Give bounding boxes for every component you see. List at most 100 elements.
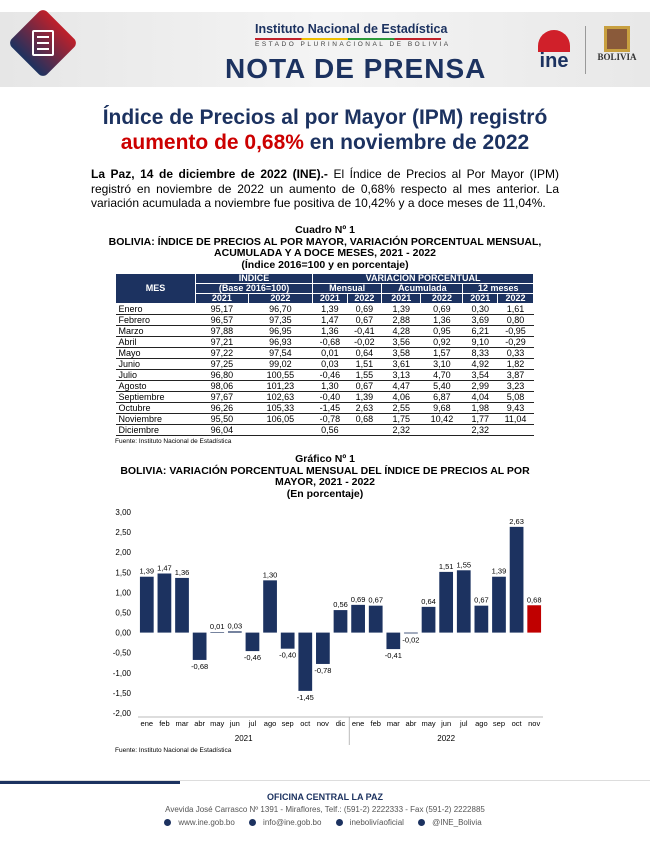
data-label: 0,67	[368, 596, 383, 605]
email-link[interactable]: info@ine.gob.bo	[249, 818, 325, 827]
facebook-icon	[335, 819, 343, 826]
value-cell: 0,68	[347, 413, 382, 425]
lead-paragraph: La Paz, 14 de diciembre de 2022 (INE).- …	[91, 167, 560, 210]
twitter-link[interactable]: @INE_Bolivia	[418, 818, 485, 827]
value-cell: 1,77	[462, 413, 498, 425]
value-cell: 1,82	[497, 358, 534, 370]
banner-title: NOTA DE PRENSA	[225, 53, 487, 84]
value-cell: 1,39	[312, 303, 348, 315]
value-cell: 97,67	[195, 391, 249, 403]
institute-subtitle: ESTADO PLURINACIONAL DE BOLIVIA	[255, 41, 451, 48]
value-cell: 1,57	[420, 347, 463, 359]
year-header: 2022	[247, 293, 314, 304]
value-cell: 2,63	[347, 402, 382, 414]
table-source: Fuente: Instituto Nacional de Estadístic…	[115, 438, 232, 445]
footer-divider	[0, 780, 650, 781]
data-label: 0,03	[228, 621, 243, 630]
value-cell: 96,93	[248, 336, 313, 348]
month-cell: Junio	[115, 358, 196, 370]
value-cell	[347, 424, 382, 436]
data-label: -0,46	[244, 653, 261, 662]
y-tick-label: 2,00	[115, 548, 131, 557]
y-tick-label: 2,50	[115, 528, 131, 537]
value-cell: 2,32	[381, 424, 421, 436]
month-cell: Julio	[115, 369, 196, 381]
table-title: Cuadro Nº 1 BOLIVIA: ÍNDICE DE PRECIOS AL…	[108, 224, 542, 271]
chart-source: Fuente: Instituto Nacional de Estadístic…	[115, 747, 232, 754]
table-row: Abril 97,21 96,93 -0,68 -0,02 3,56 0,92 9,10 -0,…	[115, 336, 534, 348]
web-link[interactable]: www.ine.gob.bo	[164, 818, 238, 827]
month-cell: Agosto	[115, 380, 196, 392]
bar-abr	[404, 632, 418, 634]
headline-line2: aumento de 0,68% en noviembre de 2022	[120, 131, 530, 154]
data-label: 1,39	[139, 567, 154, 576]
month-cell: Abril	[115, 336, 196, 348]
value-cell: 4,47	[381, 380, 421, 392]
data-label: 2,63	[509, 517, 524, 526]
bar-abr	[192, 632, 207, 660]
value-cell: 0,69	[347, 303, 382, 315]
value-cell: 0,03	[312, 358, 348, 370]
data-label: 1,55	[456, 560, 471, 569]
year-header: 2021	[462, 293, 499, 304]
value-cell: 96,26	[195, 402, 249, 414]
chart-title: Gráfico Nº 1 BOLIVIA: VARIACIÓN PORCENTUA…	[120, 453, 530, 500]
x-tick-label: nov	[317, 719, 329, 728]
x-tick-label: mar	[387, 719, 400, 728]
year-header: 2022	[497, 293, 534, 304]
value-cell: 1,47	[312, 314, 348, 326]
facebook-link[interactable]: inebolivíaoficial	[335, 818, 408, 827]
value-cell: 1,55	[347, 369, 382, 381]
x-tick-label: sep	[493, 719, 505, 728]
bar-ene	[139, 576, 154, 633]
value-cell: 1,36	[420, 314, 463, 326]
value-cell: 6,21	[462, 325, 498, 337]
value-cell: 9,68	[420, 402, 463, 414]
footer-address: Avevida José Carrasco Nº 1391 - Miraflor…	[165, 805, 485, 814]
bar-feb	[157, 573, 172, 633]
month-cell: Mayo	[115, 347, 196, 359]
email-icon	[249, 819, 257, 826]
value-cell: 8,33	[462, 347, 498, 359]
x-tick-label: ene	[141, 719, 154, 728]
value-cell: 102,63	[248, 391, 313, 403]
y-tick-label: -1,50	[113, 689, 132, 698]
value-cell: 0,67	[347, 314, 382, 326]
value-cell: 0,56	[312, 424, 348, 436]
table-row: Agosto 98,06 101,23 1,30 0,67 4,47 5,40 2,99 3,2…	[115, 380, 534, 392]
data-label: 0,68	[527, 595, 542, 604]
x-tick-label: may	[421, 719, 435, 728]
table-row: Junio 97,25 99,02 0,03 1,51 3,61 3,10 4,92 1,82	[115, 358, 534, 370]
group-label: 2021	[235, 734, 253, 743]
value-cell: 97,22	[195, 347, 249, 359]
x-tick-label: abr	[194, 719, 205, 728]
bar-jun	[439, 571, 454, 633]
value-cell: 106,05	[248, 413, 313, 425]
value-cell: 97,25	[195, 358, 249, 370]
x-tick-label: ago	[264, 719, 277, 728]
bar-oct	[298, 632, 313, 691]
x-tick-label: mar	[176, 719, 189, 728]
twitter-icon	[418, 819, 426, 826]
value-cell: 4,70	[420, 369, 463, 381]
value-cell: 4,04	[462, 391, 498, 403]
ipm-table: MES ÍNDICE VARIACIÓN PORCENTUAL (Base 2016…	[115, 273, 534, 436]
footer-office: OFICINA CENTRAL LA PAZ	[267, 792, 383, 802]
value-cell	[497, 424, 534, 436]
value-cell: 2,99	[462, 380, 498, 392]
table-row: Marzo 97,88 96,95 1,36 -0,41 4,28 0,95 6,21 -0,9…	[115, 325, 534, 337]
value-cell: 95,17	[195, 303, 249, 315]
value-cell: 3,13	[381, 369, 421, 381]
bar-jul	[456, 570, 471, 633]
value-cell: 97,35	[248, 314, 313, 326]
bar-jul	[245, 632, 260, 652]
value-cell: 96,57	[195, 314, 249, 326]
value-cell: 96,80	[195, 369, 249, 381]
table-row: Febrero 96,57 97,35 1,47 0,67 2,88 1,36 3,69 0,8…	[115, 314, 534, 326]
x-tick-label: ene	[352, 719, 365, 728]
value-cell: 105,33	[248, 402, 313, 414]
value-cell: 0,30	[462, 303, 498, 315]
data-label: -0,41	[385, 651, 402, 660]
table-row: Noviembre 95,50 106,05 -0,78 0,68 1,75 10,42 1,…	[115, 413, 534, 425]
month-cell: Octubre	[115, 402, 196, 414]
